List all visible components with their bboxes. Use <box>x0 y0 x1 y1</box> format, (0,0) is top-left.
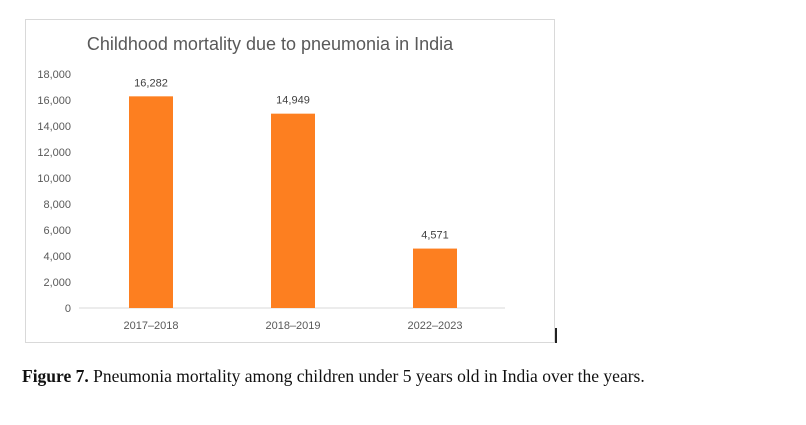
y-tick-label: 2,000 <box>43 277 71 289</box>
y-tick-label: 4,000 <box>43 251 71 263</box>
y-tick-label: 0 <box>65 303 71 315</box>
y-tick-label: 14,000 <box>37 121 71 133</box>
x-tick-label: 2022–2023 <box>407 320 462 332</box>
chart-title: Childhood mortality due to pneumonia in … <box>87 34 454 54</box>
edge-mark <box>555 328 557 343</box>
y-tick-label: 8,000 <box>43 199 71 211</box>
x-tick-label: 2017–2018 <box>123 320 178 332</box>
figure-caption: Figure 7. Pneumonia mortality among chil… <box>22 366 645 387</box>
x-tick-label: 2018–2019 <box>265 320 320 332</box>
bar-2017–2018 <box>129 96 173 308</box>
bar-2022–2023 <box>413 248 457 308</box>
data-label: 4,571 <box>421 230 449 242</box>
y-tick-label: 6,000 <box>43 225 71 237</box>
caption-text: Pneumonia mortality among children under… <box>88 366 645 386</box>
y-tick-label: 16,000 <box>37 95 71 107</box>
caption-label: Figure 7. <box>22 366 89 386</box>
data-label: 16,282 <box>134 77 168 89</box>
y-tick-label: 18,000 <box>37 69 71 81</box>
data-label: 14,949 <box>276 95 310 107</box>
bar-2018–2019 <box>271 113 315 309</box>
y-tick-label: 10,000 <box>37 173 71 185</box>
y-tick-label: 12,000 <box>37 147 71 159</box>
